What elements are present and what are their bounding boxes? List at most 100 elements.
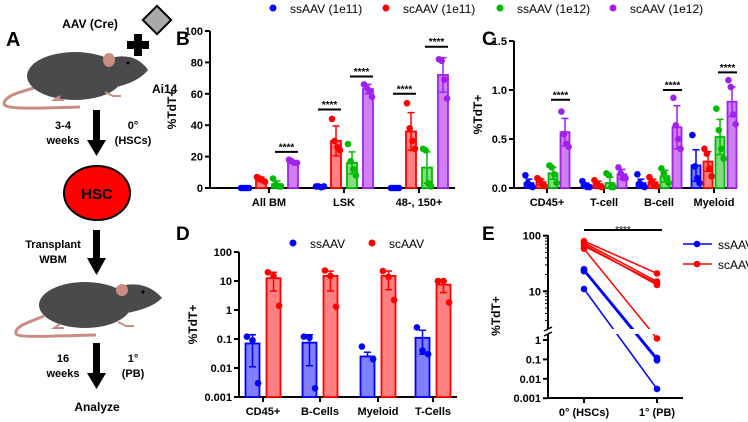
step3-stage-line1: 1° (128, 353, 139, 365)
data-point (708, 172, 715, 180)
data-point (553, 179, 560, 187)
y-tick-label: 0 (197, 183, 203, 195)
data-point (598, 183, 605, 191)
data-point (320, 183, 328, 190)
data-point (662, 174, 670, 182)
y-tick-label: 0.5 (492, 134, 507, 146)
data-point (696, 179, 703, 187)
panel-d-chart: 0.001 0.01 0.1 1 10 100 %TdT+ D CD45+ B-Cells Myel… (176, 224, 457, 418)
y-axis-label: %TdT+ (186, 305, 200, 345)
data-point (701, 145, 708, 153)
y-tick-label: 0.1 (526, 354, 541, 366)
x-tick-label: LSK (333, 197, 355, 209)
x-tick-label: B-cell (644, 197, 674, 209)
paired-line (583, 288, 658, 390)
bar (362, 88, 374, 189)
data-point (434, 277, 442, 285)
data-point (419, 347, 426, 354)
significance-label: **** (279, 142, 295, 153)
y-tick-label: 100 (185, 26, 203, 38)
y-tick-label: 10 (529, 286, 541, 298)
data-point (670, 94, 677, 102)
data-point (729, 111, 737, 118)
y-tick-label: 0.1 (217, 334, 232, 346)
hsc-label: HSC (81, 186, 113, 203)
data-point (653, 182, 660, 190)
data-point (580, 267, 588, 275)
data-point (550, 170, 558, 178)
paired-line (583, 268, 658, 359)
x-tick-label: T-Cells (415, 406, 451, 418)
y-tick-label: 0.0 (492, 183, 507, 195)
data-point (653, 335, 661, 342)
data-point (332, 303, 340, 310)
x-tick-label: CD45+ (530, 197, 565, 209)
data-point (689, 131, 696, 139)
step1-stage-line1: 0° (128, 120, 139, 132)
data-point (541, 182, 548, 190)
panel-letter: B (176, 29, 190, 50)
mouse-icon-recipient (14, 282, 162, 338)
y-axis-label: %TdT+ (471, 95, 485, 135)
data-point (368, 93, 376, 101)
significance-label: **** (553, 90, 569, 101)
data-point (565, 143, 572, 151)
significance-label: **** (720, 63, 736, 74)
data-point (427, 183, 435, 190)
data-point (344, 140, 352, 148)
paired-line (583, 248, 658, 339)
data-point (660, 170, 668, 177)
data-point (653, 281, 661, 289)
bar (380, 274, 397, 398)
legend-marker (368, 239, 376, 247)
step2-line2: WBM (39, 254, 67, 266)
paired-line (583, 243, 658, 286)
significance-label: **** (354, 67, 370, 78)
data-point (438, 57, 445, 65)
data-point (586, 183, 593, 191)
data-point (580, 241, 588, 248)
data-point (713, 105, 720, 112)
y-tick-label: 100 (523, 231, 541, 243)
x-tick-label: All BM (252, 197, 286, 209)
legend-label: ssAAV (1e11) (290, 2, 362, 16)
data-point (580, 245, 588, 253)
data-point (725, 76, 732, 84)
legend-label: scAAV (1e11) (403, 2, 475, 16)
data-point (615, 164, 622, 171)
data-point (264, 268, 272, 276)
data-point (406, 125, 413, 132)
y-tick-label: 0.01 (520, 374, 541, 386)
significance-label: **** (665, 81, 681, 92)
data-point (327, 272, 334, 280)
y-tick-label: 60 (191, 89, 203, 101)
data-point (245, 184, 253, 192)
data-point (369, 355, 377, 363)
y-axis-label: %TdT+ (165, 90, 179, 130)
legend-marker (496, 4, 504, 12)
data-point (522, 171, 529, 179)
data-point (306, 334, 313, 342)
step1-time-line2: weeks (45, 135, 79, 147)
panel-b-chart: 0 20 40 60 80 100 %TdT+ B All BM LSK 48-, 150+ ****… (165, 26, 455, 209)
significance-label: **** (429, 37, 445, 48)
data-point (403, 99, 411, 107)
bar (359, 355, 376, 398)
arrow-down-icon (87, 230, 106, 275)
data-point (443, 95, 451, 102)
legend-marker (289, 239, 297, 247)
y-axis-label: %TdT+ (489, 296, 503, 336)
y-tick-label: 1.5 (492, 36, 507, 48)
step3-time-line1: 16 (57, 353, 69, 365)
data-point (691, 163, 699, 170)
data-point (321, 267, 329, 274)
data-point (693, 174, 701, 182)
y-tick-label: 100 (214, 247, 232, 259)
y-tick-label: 0.001 (204, 392, 232, 404)
data-point (269, 175, 277, 182)
data-point (424, 350, 432, 358)
data-point (445, 299, 453, 306)
y-tick-label: 1 (226, 305, 232, 317)
data-point (358, 343, 366, 350)
step2-line1: Transplant (25, 239, 81, 251)
